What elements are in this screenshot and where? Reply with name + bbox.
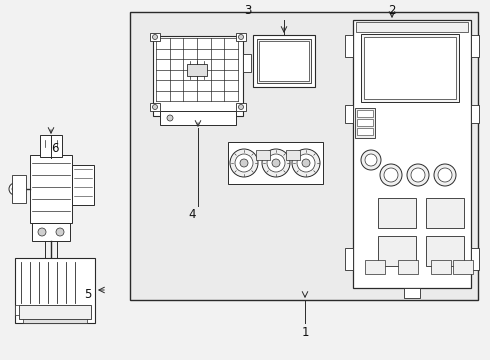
- Bar: [378, 198, 416, 228]
- Bar: [355, 108, 375, 138]
- Bar: [253, 35, 315, 87]
- Bar: [256, 150, 270, 160]
- Bar: [404, 288, 420, 298]
- Circle shape: [407, 164, 429, 186]
- Bar: [365, 260, 385, 274]
- Circle shape: [272, 159, 280, 167]
- Circle shape: [38, 228, 46, 236]
- Circle shape: [267, 154, 285, 172]
- Bar: [12, 175, 26, 203]
- Bar: [153, 36, 243, 116]
- Circle shape: [152, 104, 157, 109]
- Circle shape: [239, 104, 244, 109]
- Bar: [15, 305, 19, 315]
- Bar: [353, 20, 471, 288]
- Text: 2: 2: [388, 4, 396, 17]
- Bar: [228, 142, 323, 184]
- Bar: [471, 105, 479, 123]
- Circle shape: [434, 164, 456, 186]
- Bar: [236, 33, 246, 41]
- Circle shape: [292, 149, 320, 177]
- Text: 1: 1: [301, 325, 309, 338]
- Bar: [398, 260, 418, 274]
- Circle shape: [262, 149, 290, 177]
- Circle shape: [302, 159, 310, 167]
- Bar: [40, 135, 62, 157]
- Circle shape: [230, 149, 258, 177]
- Bar: [426, 236, 464, 266]
- Circle shape: [9, 183, 21, 195]
- Circle shape: [12, 186, 18, 192]
- Bar: [345, 248, 353, 270]
- Bar: [72, 165, 94, 205]
- Bar: [150, 33, 160, 41]
- Bar: [150, 103, 160, 111]
- Bar: [378, 236, 416, 266]
- Bar: [19, 305, 91, 319]
- Circle shape: [167, 115, 173, 121]
- Bar: [345, 105, 353, 123]
- Bar: [426, 198, 464, 228]
- Circle shape: [438, 168, 452, 182]
- Bar: [130, 12, 478, 300]
- Bar: [357, 119, 373, 126]
- Bar: [364, 37, 456, 99]
- Text: 4: 4: [188, 207, 196, 220]
- Circle shape: [239, 35, 244, 40]
- Text: 3: 3: [245, 4, 252, 17]
- Bar: [23, 319, 87, 323]
- Bar: [15, 258, 95, 323]
- Circle shape: [152, 35, 157, 40]
- Bar: [471, 35, 479, 57]
- Bar: [257, 39, 311, 83]
- Bar: [160, 111, 236, 125]
- Bar: [361, 34, 459, 102]
- Circle shape: [411, 168, 425, 182]
- Circle shape: [365, 154, 377, 166]
- Bar: [453, 260, 473, 274]
- Circle shape: [235, 154, 253, 172]
- Bar: [236, 103, 246, 111]
- Circle shape: [380, 164, 402, 186]
- Bar: [357, 110, 373, 117]
- Text: 5: 5: [84, 288, 92, 302]
- Bar: [259, 41, 309, 81]
- Bar: [32, 223, 70, 241]
- Circle shape: [384, 168, 398, 182]
- Circle shape: [297, 154, 315, 172]
- Bar: [431, 260, 451, 274]
- Bar: [357, 128, 373, 135]
- Bar: [187, 64, 207, 76]
- Bar: [243, 54, 251, 72]
- Bar: [30, 155, 72, 223]
- Bar: [345, 35, 353, 57]
- Circle shape: [240, 159, 248, 167]
- Bar: [471, 248, 479, 270]
- Text: 6: 6: [51, 141, 59, 154]
- Circle shape: [56, 228, 64, 236]
- Bar: [356, 22, 468, 32]
- Bar: [286, 150, 300, 160]
- Circle shape: [361, 150, 381, 170]
